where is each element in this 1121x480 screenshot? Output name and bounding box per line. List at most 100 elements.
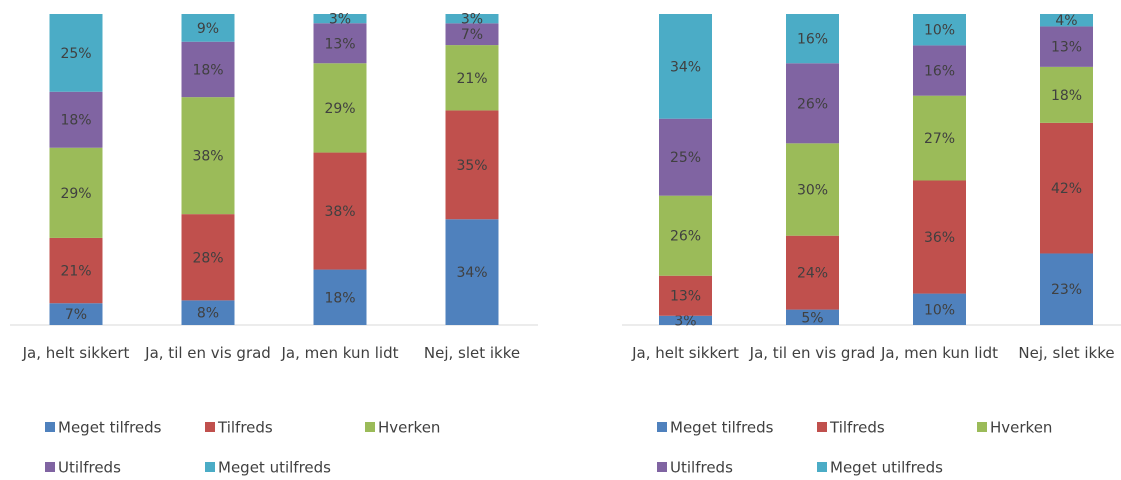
data-label: 26% <box>797 96 828 112</box>
data-label: 24% <box>797 266 828 282</box>
data-label: 25% <box>670 150 701 166</box>
bar-segment <box>445 14 499 24</box>
x-tick-label: Ja, til en vis grad <box>749 344 876 362</box>
data-label: 34% <box>670 59 701 75</box>
legend-swatch <box>657 422 667 432</box>
data-label: 18% <box>60 113 91 129</box>
bar-segment <box>49 91 103 148</box>
data-label: 3% <box>329 12 351 28</box>
bar-segment <box>445 45 499 111</box>
data-label: 38% <box>324 204 355 220</box>
data-label: 13% <box>670 289 701 305</box>
bar-segment <box>786 143 839 236</box>
bar-segment <box>445 219 499 325</box>
x-tick-label: Ja, men kun lidt <box>281 344 399 362</box>
x-tick-label: Ja, helt sikkert <box>22 344 130 362</box>
bar-segment <box>49 147 103 238</box>
legend-label: Tilfreds <box>217 419 273 437</box>
bar-segment <box>1040 26 1093 67</box>
data-label: 27% <box>924 131 955 147</box>
bar-segment <box>181 14 235 42</box>
bar-segment <box>445 110 499 220</box>
data-label: 9% <box>197 21 219 37</box>
data-label: 18% <box>324 290 355 306</box>
bar-segment <box>181 214 235 301</box>
bar-segment <box>913 180 966 294</box>
legend-label: Meget utilfreds <box>830 459 943 477</box>
legend-label: Meget utilfreds <box>218 459 331 477</box>
bar-segment <box>313 14 367 24</box>
legend-swatch <box>977 422 987 432</box>
bar-segment <box>1040 253 1093 325</box>
legend-label: Meget tilfreds <box>670 419 774 437</box>
legend-swatch <box>205 422 215 432</box>
x-tick-label: Ja, helt sikkert <box>632 344 739 362</box>
data-label: 4% <box>1055 13 1077 29</box>
bar-segment <box>181 41 235 98</box>
data-label: 3% <box>461 12 483 28</box>
x-tick-label: Ja, til en vis grad <box>145 344 271 362</box>
legend-label: Hverken <box>990 419 1052 437</box>
bar-segment <box>786 63 839 144</box>
bar-segment <box>49 237 103 304</box>
legend-swatch <box>657 462 667 472</box>
data-label: 34% <box>456 265 487 281</box>
data-label: 26% <box>670 229 701 245</box>
bar-segment <box>49 14 103 92</box>
data-label: 30% <box>797 183 828 199</box>
bar-segment <box>1040 122 1093 254</box>
bar-segment <box>786 309 839 325</box>
legend-label: Utilfreds <box>670 459 733 477</box>
bar-segment <box>913 14 966 46</box>
data-label: 18% <box>1051 88 1082 104</box>
bar-segment <box>913 293 966 325</box>
bar-segment <box>181 97 235 215</box>
legend-swatch <box>817 462 827 472</box>
bar-segment <box>49 303 103 325</box>
data-label: 7% <box>461 27 483 43</box>
data-label: 13% <box>324 36 355 52</box>
bar-segment <box>1040 66 1093 123</box>
data-label: 16% <box>797 32 828 48</box>
data-label: 7% <box>65 307 87 323</box>
legend-label: Hverken <box>378 419 440 437</box>
data-label: 13% <box>1051 40 1082 56</box>
bar-segment <box>659 315 712 325</box>
bar-segment <box>445 23 499 46</box>
data-label: 36% <box>924 230 955 246</box>
bar-segment <box>913 45 966 96</box>
data-label: 18% <box>192 62 223 78</box>
data-label: 5% <box>801 310 823 326</box>
data-label: 25% <box>60 46 91 62</box>
data-label: 29% <box>324 101 355 117</box>
bar-segment <box>659 195 712 276</box>
data-label: 3% <box>674 313 696 329</box>
data-label: 42% <box>1051 181 1082 197</box>
data-label: 16% <box>924 64 955 80</box>
bar-segment <box>786 235 839 310</box>
data-label: 21% <box>60 264 91 280</box>
bar-segment <box>659 14 712 119</box>
data-label: 29% <box>60 186 91 202</box>
data-label: 8% <box>197 306 219 322</box>
data-label: 35% <box>456 158 487 174</box>
data-label: 28% <box>192 250 223 266</box>
legend-label: Utilfreds <box>58 459 121 477</box>
legend-label: Tilfreds <box>829 419 885 437</box>
data-label: 21% <box>456 71 487 87</box>
legend-label: Meget tilfreds <box>58 419 162 437</box>
bar-segment <box>786 14 839 64</box>
bar-segment <box>1040 14 1093 27</box>
bar-segment <box>313 63 367 153</box>
x-tick-label: Ja, men kun lidt <box>880 344 998 362</box>
data-label: 23% <box>1051 282 1082 298</box>
data-label: 38% <box>192 149 223 165</box>
legend-swatch <box>365 422 375 432</box>
bar-segment <box>313 23 367 64</box>
bar-segment <box>313 269 367 325</box>
bar-segment <box>659 118 712 196</box>
bar-segment <box>181 300 235 325</box>
data-label: 10% <box>924 302 955 318</box>
